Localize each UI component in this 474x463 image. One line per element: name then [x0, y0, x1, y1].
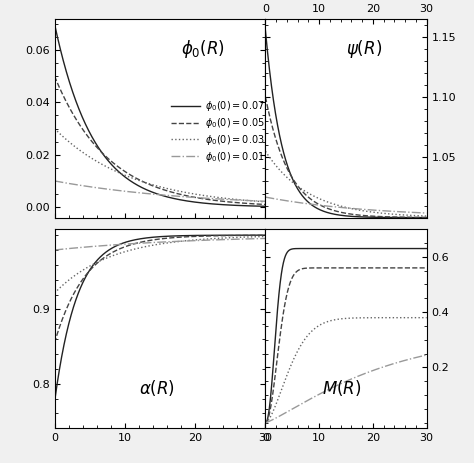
Legend: $\phi_0(0) = 0.07$, $\phi_0(0) = 0.05$, $\phi_0(0) = 0.03$, $\phi_0(0) = 0.01$: $\phi_0(0) = 0.07$, $\phi_0(0) = 0.05$, …	[171, 99, 265, 164]
Text: $\phi_0(R)$: $\phi_0(R)$	[181, 38, 225, 61]
Text: $\alpha(R)$: $\alpha(R)$	[139, 378, 175, 398]
Text: $\psi(R)$: $\psi(R)$	[346, 38, 382, 61]
Text: $M(R)$: $M(R)$	[322, 378, 361, 398]
